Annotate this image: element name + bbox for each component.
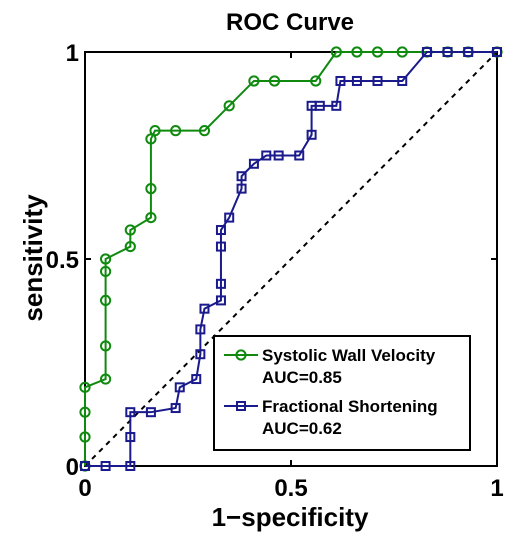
fractional-shortening-point xyxy=(331,100,342,111)
x-tick-label: 1 xyxy=(490,475,503,502)
systolic-wall-velocity-point xyxy=(268,75,281,87)
y-tick-label: 1 xyxy=(66,40,79,67)
systolic-wall-velocity-point xyxy=(351,46,363,58)
systolic-wall-velocity-point xyxy=(79,381,91,393)
systolic-wall-velocity-point xyxy=(170,125,182,137)
systolic-wall-velocity-line xyxy=(84,51,497,466)
systolic-wall-velocity-point xyxy=(124,240,136,253)
fractional-shortening-point xyxy=(442,47,453,57)
systolic-wall-velocity-point xyxy=(330,46,342,58)
legend: Systolic Wall Velocity AUC=0.85 Fractional… xyxy=(213,335,471,451)
fractional-shortening-point xyxy=(273,150,284,161)
systolic-wall-velocity-point xyxy=(79,431,91,443)
systolic-wall-velocity-point xyxy=(149,125,161,137)
fractional-shortening-point xyxy=(372,75,383,86)
chart-title: ROC Curve xyxy=(226,9,354,36)
systolic-wall-velocity-point xyxy=(145,212,157,224)
fractional-shortening-point xyxy=(294,150,305,161)
systolic-wall-velocity-point xyxy=(100,340,112,352)
fractional-shortening-point xyxy=(195,349,206,360)
fractional-shortening-point xyxy=(236,171,247,182)
fractional-shortening-point xyxy=(191,374,202,385)
fractional-shortening-point xyxy=(492,47,502,57)
fractional-shortening-point xyxy=(170,403,181,414)
systolic-wall-velocity-point xyxy=(396,46,408,58)
systolic-wall-velocity-point xyxy=(223,100,235,112)
x-axis-label: 1−specificity xyxy=(212,502,369,532)
fractional-shortening-point xyxy=(215,241,226,252)
systolic-wall-velocity-point xyxy=(100,373,112,385)
reference-diagonal-line xyxy=(84,51,498,467)
fractional-shortening-point xyxy=(215,295,226,306)
fractional-shortening-point xyxy=(125,432,136,443)
y-axis-label: sensitivity xyxy=(18,194,48,322)
systolic-wall-velocity-point xyxy=(100,294,112,306)
fractional-shortening-point xyxy=(100,461,111,471)
fractional-shortening-point xyxy=(80,461,90,471)
fractional-shortening-point xyxy=(125,407,136,418)
x-tick-label: 0.5 xyxy=(274,475,307,502)
legend-fractional-shortening-marker xyxy=(236,401,246,411)
fractional-shortening-point xyxy=(215,225,226,236)
plot-area: 0 0.5 1 0 0.5 1 xyxy=(46,40,504,502)
fractional-shortening-point xyxy=(145,407,156,418)
fractional-shortening-point xyxy=(215,278,226,289)
fractional-shortening-point xyxy=(421,47,432,57)
fractional-shortening-point xyxy=(306,129,317,140)
fractional-shortening-point xyxy=(199,303,210,314)
fractional-shortening-point xyxy=(174,382,185,393)
fractional-shortening-point xyxy=(125,461,136,471)
fractional-shortening-point xyxy=(261,150,272,161)
fractional-shortening-point xyxy=(314,100,325,111)
fractional-shortening-point xyxy=(248,158,259,169)
fractional-shortening-point xyxy=(463,47,474,57)
fractional-shortening-point xyxy=(335,75,346,86)
systolic-wall-velocity-point xyxy=(100,253,112,265)
fractional-shortening-point xyxy=(351,75,362,86)
x-tick-label: 0 xyxy=(78,475,91,502)
legend-systolic-wall-velocity-marker xyxy=(235,349,247,361)
systolic-wall-velocity-point xyxy=(145,183,157,195)
systolic-wall-velocity-point xyxy=(371,46,384,58)
legend-systolic-wall-velocity-label: Systolic Wall Velocity xyxy=(262,346,436,365)
fractional-shortening-point xyxy=(224,212,235,223)
systolic-wall-velocity-point xyxy=(248,75,260,87)
y-tick-label: 0.5 xyxy=(46,247,79,274)
systolic-wall-velocity-point xyxy=(79,406,91,418)
fractional-shortening-line xyxy=(85,51,497,467)
fractional-shortening-point xyxy=(236,183,247,194)
legend-fractional-shortening-label: Fractional Shortening xyxy=(262,397,438,416)
systolic-wall-velocity-point xyxy=(124,224,136,236)
systolic-wall-velocity-point xyxy=(198,125,211,137)
legend-fractional-shortening-auc: AUC=0.62 xyxy=(262,419,342,438)
fractional-shortening-point xyxy=(195,324,206,335)
systolic-wall-velocity-point xyxy=(310,75,322,87)
systolic-wall-velocity-point xyxy=(100,265,112,278)
fractional-shortening-point xyxy=(397,75,408,86)
legend-systolic-wall-velocity-auc: AUC=0.85 xyxy=(262,368,342,387)
y-tick-label: 0 xyxy=(66,454,79,481)
